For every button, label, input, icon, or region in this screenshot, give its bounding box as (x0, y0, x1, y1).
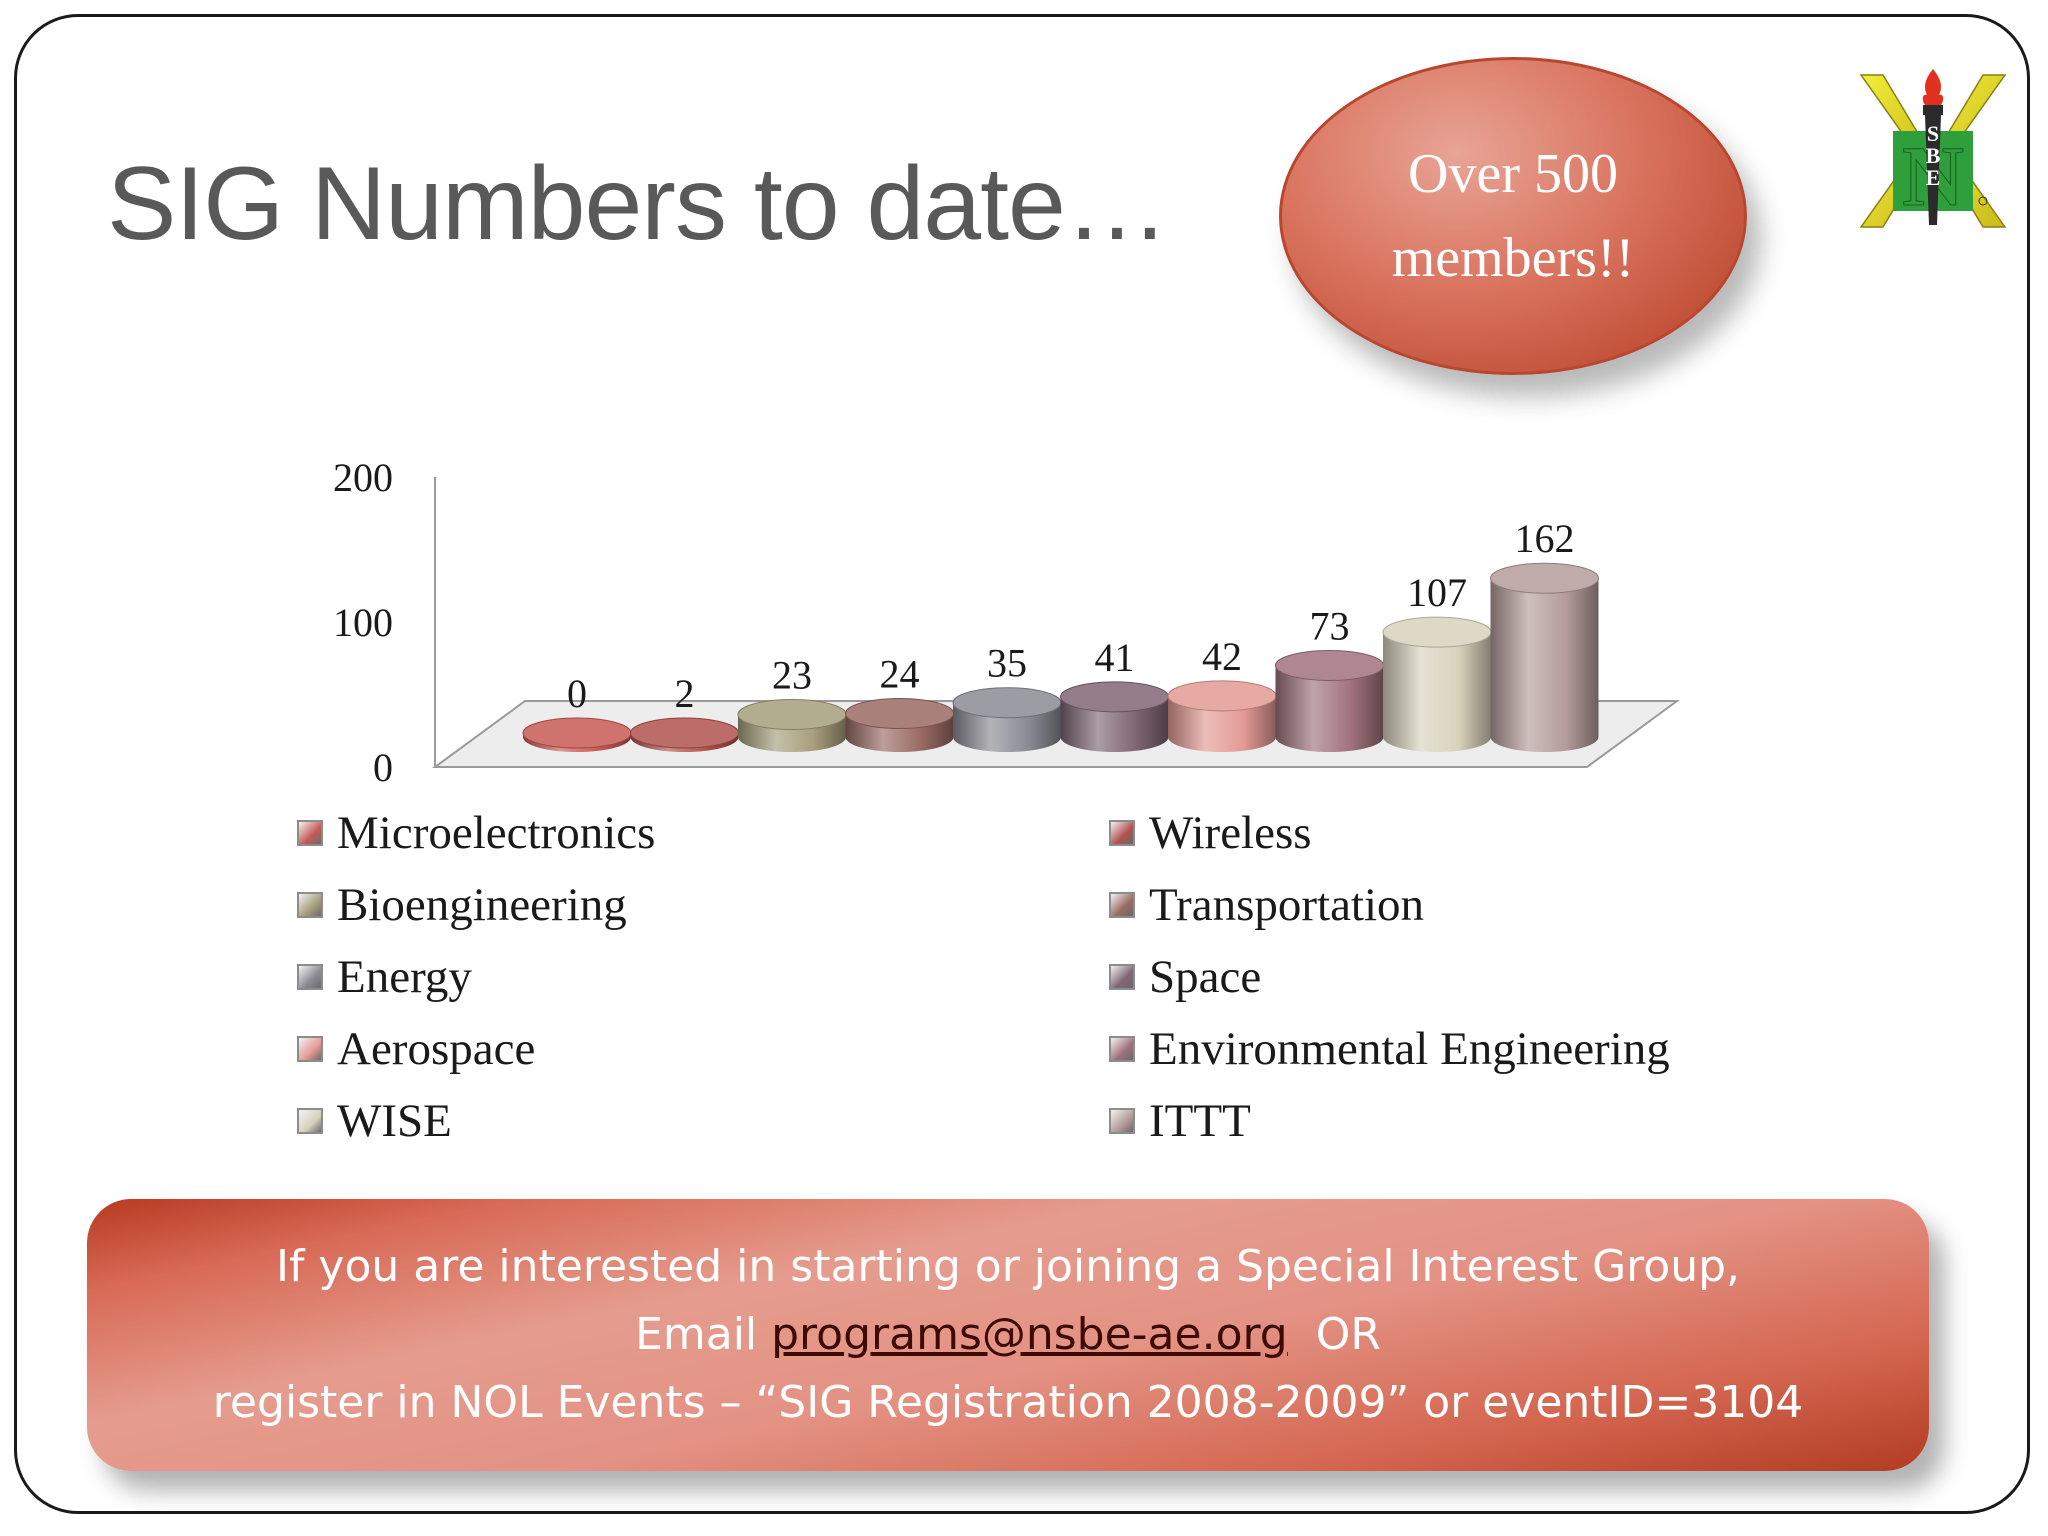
bar-top (737, 698, 847, 730)
legend-item-wireless: Wireless (1109, 803, 1312, 863)
bar-top (522, 717, 632, 749)
email-link[interactable]: programs@nsbe-ae.org (771, 1309, 1288, 1360)
legend-swatch (297, 1108, 323, 1134)
bar-top (1490, 562, 1599, 594)
banner-email-prefix: Email (635, 1309, 772, 1360)
data-label: 107 (1407, 570, 1467, 615)
data-label: 41 (1095, 635, 1135, 680)
banner-line-1: If you are interested in starting or joi… (275, 1241, 1741, 1292)
legend-label: Environmental Engineering (1149, 1023, 1670, 1075)
bar-top (630, 717, 739, 749)
legend-label: Energy (337, 951, 472, 1003)
y-tick-label: 100 (333, 600, 393, 645)
legend-swatch (297, 964, 323, 990)
legend-item-wise: WISE (297, 1091, 452, 1151)
y-tick-label: 0 (373, 745, 393, 790)
callout-line-2: members!! (1391, 227, 1635, 289)
bar-top (952, 687, 1062, 719)
slide: SIG Numbers to date… Over 500 members!! … (14, 14, 2030, 1514)
logo-letter-b: B (1926, 143, 1941, 168)
legend-label: Bioengineering (337, 879, 627, 931)
contact-banner: If you are interested in starting or joi… (87, 1199, 1929, 1471)
logo-letter-e: E (1926, 165, 1941, 190)
legend-label: Wireless (1149, 807, 1312, 859)
legend-label: Microelectronics (337, 807, 656, 859)
legend-swatch (1109, 820, 1135, 846)
legend-swatch (1109, 964, 1135, 990)
legend-item-ittt: ITTT (1109, 1091, 1251, 1151)
data-label: 35 (987, 641, 1027, 686)
legend-item-space: Space (1109, 947, 1261, 1007)
data-label: 0 (567, 671, 587, 716)
bar-top (1167, 680, 1277, 712)
data-label: 73 (1310, 603, 1350, 648)
bar-space (1060, 696, 1169, 752)
data-label: 42 (1202, 634, 1242, 679)
legend-label: WISE (337, 1095, 452, 1147)
legend-swatch (297, 820, 323, 846)
legend-swatch (1109, 1036, 1135, 1062)
data-label: 24 (880, 651, 920, 696)
legend-swatch (297, 1036, 323, 1062)
legend-label: Transportation (1149, 879, 1425, 931)
banner-email-suffix: OR (1287, 1309, 1381, 1360)
banner-line-2: Email programs@nsbe-ae.org OR (635, 1301, 1381, 1369)
sig-bar-chart: 0 100 200 0 2 23 24 35 41 42 73 107 162 (333, 455, 1681, 790)
slide-title: SIG Numbers to date… (107, 146, 1169, 262)
legend-swatch (1109, 892, 1135, 918)
bar-aerospace (1168, 695, 1276, 752)
legend-label: ITTT (1149, 1095, 1251, 1147)
data-label: 23 (772, 652, 812, 697)
banner-line-3: register in NOL Events – “SIG Registrati… (212, 1377, 1804, 1428)
members-callout: Over 500 members!! (1279, 57, 1747, 375)
legend-item-bioengineering: Bioengineering (297, 875, 627, 935)
chart-legend: Microelectronics Wireless Bioengineering Tr… (297, 803, 1797, 1173)
bar-ittt (1490, 578, 1599, 752)
legend-label: Aerospace (337, 1023, 536, 1075)
legend-item-transportation: Transportation (1109, 875, 1424, 935)
logo-letter-s: S (1927, 121, 1939, 146)
data-label: 2 (675, 671, 695, 716)
bar-top (845, 697, 954, 729)
legend-item-environmental-engineering: Environmental Engineering (1109, 1019, 1670, 1079)
legend-swatch (297, 892, 323, 918)
nsbe-torch-logo-icon: N S B E (1859, 69, 2007, 228)
bar-environmental-engineering (1275, 665, 1384, 752)
bar-wise (1383, 632, 1491, 752)
data-label: 162 (1515, 516, 1575, 561)
legend-swatch (1109, 1108, 1135, 1134)
legend-item-aerospace: Aerospace (297, 1019, 535, 1079)
bar-top (1382, 616, 1492, 648)
legend-item-energy: Energy (297, 947, 472, 1007)
bar-top (1060, 681, 1169, 713)
legend-label: Space (1149, 951, 1262, 1003)
callout-line-1: Over 500 (1408, 143, 1618, 205)
legend-item-microelectronics: Microelectronics (297, 803, 655, 863)
y-tick-label: 200 (333, 455, 393, 500)
bar-top (1275, 649, 1384, 681)
